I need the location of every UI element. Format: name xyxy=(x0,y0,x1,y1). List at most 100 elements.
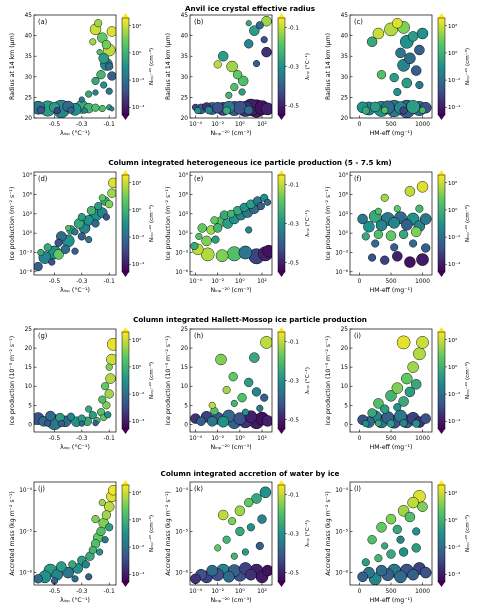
scatter-point xyxy=(66,412,75,421)
scatter-point xyxy=(96,70,106,80)
x-tick-label: 10⁻² xyxy=(211,121,224,128)
row-title: Column integrated heterogeneous ice part… xyxy=(108,158,391,167)
scatter-point xyxy=(206,416,218,427)
x-axis-label: λᵢₙₚ (°C⁻¹) xyxy=(60,596,90,604)
colorbar-label: Nᵢₙₚ⁻²⁰ (cm⁻³) xyxy=(464,515,471,552)
scatter-point xyxy=(98,104,106,113)
y-axis-label: Ice production (m⁻² s⁻¹) xyxy=(9,187,16,261)
scatter-point xyxy=(259,486,272,499)
scatter-point xyxy=(101,536,109,544)
scatter-point xyxy=(361,558,370,567)
colorbar-tick-label: 10⁰ xyxy=(132,50,142,57)
scatter-point xyxy=(43,243,52,252)
scatter-point xyxy=(261,15,272,27)
colorbar-min-cap xyxy=(278,582,285,587)
scatter-point xyxy=(404,256,416,268)
scatter-point xyxy=(392,17,403,29)
scatter-point xyxy=(419,566,432,579)
y-axis-label: Ice production (m⁻² s⁻¹) xyxy=(165,187,172,261)
panel-a: (a) 20 25 30 35 40 45 -0.5 -0.3 -0.1 λᵢₙₚ (°C⁻¹) Ra… xyxy=(9,13,155,137)
scatter-point xyxy=(208,401,216,409)
y-tick-label: 10³ xyxy=(178,211,188,218)
scatter-point xyxy=(413,347,426,361)
scatter-point xyxy=(264,198,272,206)
scatter-point xyxy=(200,247,215,262)
scatter-point xyxy=(210,216,219,225)
scatter-point xyxy=(395,47,406,59)
y-tick-label: 10⁻⁴ xyxy=(19,487,32,494)
colorbar-min-cap xyxy=(122,582,129,587)
scatter-point xyxy=(401,372,413,385)
scatter-point xyxy=(388,217,400,229)
y-tick-label: 30 xyxy=(341,75,349,81)
scatter-point xyxy=(68,560,77,569)
scatter-point xyxy=(412,527,421,536)
scatter-point xyxy=(196,416,206,426)
x-tick-label: -0.1 xyxy=(104,279,116,285)
x-tick-label: 10⁻² xyxy=(211,278,224,285)
scatter-point xyxy=(257,514,267,524)
plot-frame xyxy=(189,14,273,119)
colorbar xyxy=(121,484,130,583)
y-tick-label: 20 xyxy=(341,346,349,352)
y-tick-label: 0 xyxy=(28,422,32,428)
scatter-point xyxy=(399,106,408,115)
scatter-point xyxy=(401,219,413,231)
scatter-point xyxy=(249,25,260,36)
scatter-point xyxy=(238,245,253,260)
colorbar-tick-label: 10⁰ xyxy=(132,517,142,524)
scatter-point xyxy=(361,106,370,115)
x-tick-label: 1000 xyxy=(415,436,430,442)
y-tick-label: 10⁻⁶ xyxy=(335,269,348,276)
scatter-point xyxy=(45,410,56,422)
colorbar-tick-label: 10⁰ xyxy=(448,517,458,524)
scatter-point xyxy=(380,193,389,202)
scatter-point xyxy=(245,568,257,581)
scatter-point xyxy=(373,229,384,240)
scatter-point xyxy=(392,251,403,262)
y-axis-label: Accreted mass (kg m⁻² s⁻¹) xyxy=(9,491,16,576)
x-tick-label: 10² xyxy=(257,278,267,285)
x-tick-label: 10⁻⁴ xyxy=(189,121,202,128)
y-tick-label: 0 xyxy=(184,422,188,428)
scatter-point xyxy=(380,255,390,265)
colorbar-min-cap xyxy=(278,115,285,120)
scatter-point xyxy=(390,243,399,252)
y-tick-label: 10⁻⁶ xyxy=(19,269,32,276)
x-axis-label: HM-eff (mg⁻¹) xyxy=(370,597,413,604)
scatter-point xyxy=(241,548,249,556)
colorbar-label: Nᵢₙₚ⁻²⁰ (cm⁻³) xyxy=(464,48,471,85)
colorbar-tick-label: 10² xyxy=(448,337,457,344)
y-tick-label: 10⁻⁶ xyxy=(335,570,348,577)
scatter-point xyxy=(77,213,86,222)
colorbar-label: Nᵢₙₚ⁻²⁰ (cm⁻³) xyxy=(464,362,471,399)
scatter-point xyxy=(367,408,377,418)
y-tick-label: 20 xyxy=(25,116,33,122)
scatter-point xyxy=(410,226,422,238)
x-tick-label: 500 xyxy=(385,589,396,595)
colorbar-max-cap xyxy=(122,13,129,18)
colorbar-tick-label: -0.5 xyxy=(288,103,299,109)
plot-frame xyxy=(33,481,117,586)
x-tick-label: 1000 xyxy=(415,589,430,595)
scatter-point xyxy=(385,390,397,402)
scatter-point xyxy=(251,387,262,397)
scatter-point xyxy=(372,27,385,40)
colorbar-min-cap xyxy=(278,272,285,277)
scatter-point xyxy=(374,554,383,563)
colorbar-tick-label: 10⁻² xyxy=(132,234,144,241)
colorbar-label: Nᵢₙₚ⁻²⁰ (cm⁻³) xyxy=(148,48,155,85)
y-tick-label: 10⁻³ xyxy=(175,249,188,256)
x-tick-label: -0.3 xyxy=(76,279,88,285)
x-axis-label: HM-eff (mg⁻¹) xyxy=(370,444,413,451)
panel-label: (e) xyxy=(194,175,203,183)
scatter-point xyxy=(85,573,93,581)
colorbar-tick-label: 10² xyxy=(132,490,141,497)
y-tick-label: 45 xyxy=(341,13,349,19)
colorbar-label: Nᵢₙₚ⁻²⁰ (cm⁻³) xyxy=(464,205,471,242)
colorbar xyxy=(277,17,286,116)
scatter-point xyxy=(244,39,254,49)
scatter-point xyxy=(404,386,416,398)
x-axis-label: λᵢₙₚ (°C⁻¹) xyxy=(60,286,90,294)
